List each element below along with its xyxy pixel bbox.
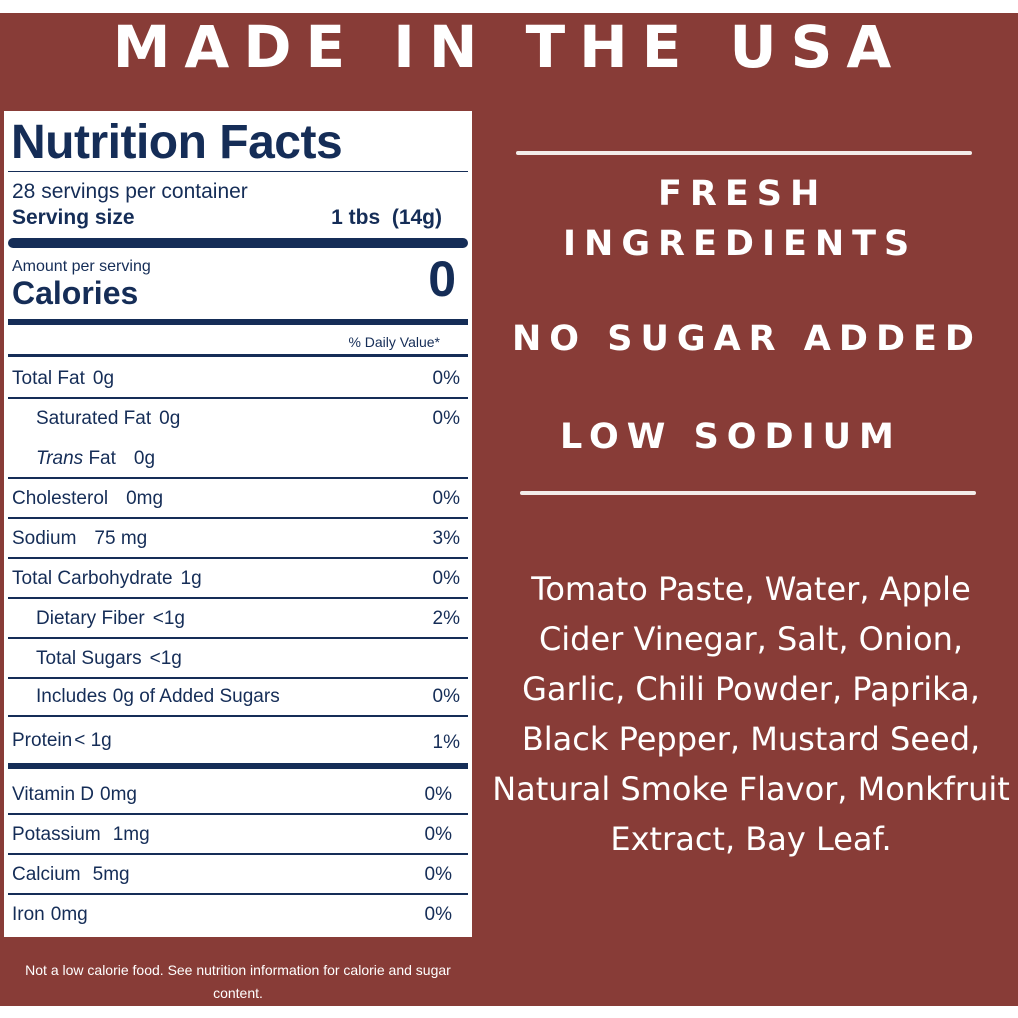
nutrient-amount: 0g of Added Sugars xyxy=(112,686,280,707)
claim-no-sugar-added: NO SUGAR ADDED xyxy=(512,319,982,359)
nutrient-daily-value: 0% xyxy=(432,488,460,509)
nutrient-amount: <1g xyxy=(149,648,182,669)
nutrient-daily-value: 1% xyxy=(432,732,460,753)
nutrient-amount: 0g xyxy=(92,368,115,389)
nutrient-row-total-carbohydrate: Total Carbohydrate 1g 0% xyxy=(8,559,468,599)
nutrient-daily-value: 2% xyxy=(432,608,460,629)
nutrient-row-trans-fat: Trans Fat 0g xyxy=(8,439,468,479)
row-divider xyxy=(8,813,468,815)
nutrient-amount: 75 mg xyxy=(94,528,148,549)
nutrient-row-potassium: Potassium 1mg 0% xyxy=(8,815,468,855)
nutrient-name: Iron xyxy=(12,904,45,925)
nutrient-row-total-sugars: Total Sugars <1g xyxy=(8,639,468,679)
row-divider xyxy=(8,397,468,399)
nutrient-amount: 5mg xyxy=(92,864,130,885)
nutrient-row-dietary-fiber: Dietary Fiber <1g 2% xyxy=(8,599,468,639)
nutrient-row-saturated-fat: Saturated Fat 0g 0% xyxy=(8,399,460,435)
row-divider xyxy=(8,893,468,895)
nutrient-name: Total Fat xyxy=(12,368,85,389)
nutrient-amount: 0mg xyxy=(50,904,88,925)
row-divider xyxy=(8,715,468,717)
calories-label: Calories xyxy=(12,275,139,311)
nutrient-name: Saturated Fat xyxy=(36,408,152,429)
row-divider xyxy=(8,557,468,559)
row-divider xyxy=(8,477,468,479)
nutrient-row-cholesterol: Cholesterol 0mg 0% xyxy=(8,479,468,519)
ingredients-list: Tomato Paste, Water, Apple Cider Vinegar… xyxy=(492,570,1010,858)
thick-rule xyxy=(8,238,468,248)
nutrient-name: Vitamin D xyxy=(12,784,95,805)
nutrient-daily-value: 0% xyxy=(432,686,460,707)
claim-low-sodium: LOW SODIUM xyxy=(560,417,902,457)
nutrient-row-vitamin-d: Vitamin D 0mg 0% xyxy=(8,775,468,815)
nutrient-row-total-fat: Total Fat 0g 0% xyxy=(8,359,468,399)
nutrient-row-iron: Iron 0mg 0% xyxy=(8,895,460,935)
nutrient-name: Dietary Fiber xyxy=(36,608,145,629)
calories-value: 0 xyxy=(428,251,456,307)
vitamins-rule xyxy=(8,763,468,769)
nutrient-name: Total Carbohydrate xyxy=(12,568,173,589)
nutrient-amount: 0mg xyxy=(126,488,164,509)
nutrient-name: Includes xyxy=(36,686,107,707)
nutrient-amount: <1g xyxy=(152,608,185,629)
serving-size-label: Serving size xyxy=(12,206,135,229)
nutrition-title: Nutrition Facts xyxy=(11,116,343,169)
header-rule xyxy=(8,354,468,357)
nutrient-amount: 0g xyxy=(133,448,156,469)
nutrient-amount: 1g xyxy=(180,568,202,589)
nutrient-name: Calcium xyxy=(12,864,81,885)
row-divider xyxy=(8,597,468,599)
label-footnote: Not a low calorie food. See nutrition in… xyxy=(25,962,451,1001)
nutrient-name-suffix: Fat xyxy=(88,448,116,469)
nutrient-name: Potassium xyxy=(12,824,101,845)
nutrient-name: Cholesterol xyxy=(12,488,109,509)
claim-ingredients: INGREDIENTS xyxy=(563,224,918,264)
medium-rule xyxy=(8,319,468,325)
nutrient-amount: 1mg xyxy=(112,824,150,845)
nutrient-name: Protein xyxy=(12,730,73,751)
nutrient-daily-value: 0% xyxy=(432,368,460,389)
nutrient-daily-value: 3% xyxy=(432,528,460,549)
nutrient-name: Sodium xyxy=(12,528,77,549)
row-divider xyxy=(8,677,468,679)
nutrient-amount: < 1g xyxy=(74,730,112,751)
nutrient-row-protein: Protein < 1g 1% xyxy=(8,719,460,761)
nutrient-name: Total Sugars xyxy=(36,648,142,669)
claim-fresh: FRESH xyxy=(658,174,828,214)
nutrient-daily-value: 0% xyxy=(432,568,460,589)
nutrient-daily-value: 0% xyxy=(424,824,452,845)
claims-bottom-divider xyxy=(520,491,976,495)
nutrient-daily-value: 0% xyxy=(424,784,452,805)
servings-per-container: 28 servings per container xyxy=(12,180,248,203)
headline: MADE IN THE USA xyxy=(112,13,906,81)
claims-top-divider xyxy=(516,151,972,155)
row-divider xyxy=(8,637,468,639)
nutrient-daily-value: 0% xyxy=(424,864,452,885)
nutrient-amount: 0g xyxy=(159,408,181,429)
amount-per-serving: Amount per serving xyxy=(12,258,151,275)
nutrient-row-added-sugars: Includes 0g of Added Sugars 0% xyxy=(8,677,468,717)
serving-size-value: 1 tbs (14g) xyxy=(331,206,442,229)
nutrient-row-sodium: Sodium 75 mg 3% xyxy=(8,519,468,559)
nutrition-facts-label: Nutrition Facts 28 servings per containe… xyxy=(4,111,472,937)
nutrient-row-calcium: Calcium 5mg 0% xyxy=(8,855,468,895)
title-rule xyxy=(8,171,468,172)
nutrient-daily-value: 0% xyxy=(432,408,460,429)
nutrient-name: Trans xyxy=(36,448,84,469)
row-divider xyxy=(8,853,468,855)
nutrient-daily-value: 0% xyxy=(424,904,452,925)
daily-value-header: % Daily Value* xyxy=(348,334,440,350)
nutrient-amount: 0mg xyxy=(100,784,137,805)
row-divider xyxy=(8,517,468,519)
